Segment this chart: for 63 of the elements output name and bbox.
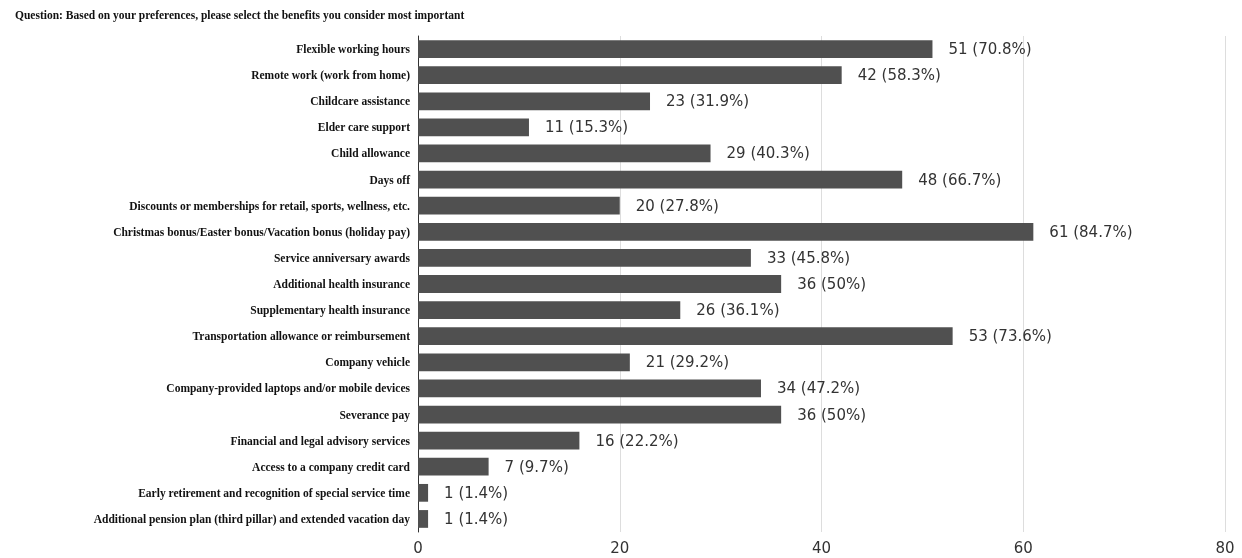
bar <box>418 222 1034 241</box>
data-label: 36 (50%) <box>797 275 867 293</box>
data-label: 34 (47.2%) <box>776 379 861 398</box>
bar <box>418 405 782 424</box>
data-label: 1 (1.4%) <box>444 509 509 528</box>
x-tick-label: 60 <box>1013 538 1033 557</box>
bar <box>418 92 651 111</box>
x-tick-label: 80 <box>1215 538 1235 557</box>
data-label: 33 (45.8%) <box>766 248 851 267</box>
y-tick-label: Additional health insurance <box>273 278 410 290</box>
data-label: 48 (66.7%) <box>918 170 1002 189</box>
y-tick-label: Supplementary health insurance <box>250 304 410 318</box>
bar <box>418 170 903 189</box>
data-label: 16 (22.2%) <box>595 431 679 450</box>
x-tick-label: 20 <box>610 538 630 557</box>
bar <box>418 66 842 85</box>
bar <box>418 431 580 450</box>
y-tick-label: Discounts or memberships for retail, sports, wellness, etc. <box>129 199 411 213</box>
data-label: 7 (9.7%) <box>504 457 569 476</box>
y-tick-label: Access to a company credit card <box>252 460 411 474</box>
y-tick-label: Company-provided laptops and/or mobile devices <box>166 382 411 396</box>
y-tick-label: Flexible working hours <box>296 43 411 57</box>
bar <box>418 353 630 372</box>
data-label: 1 (1.4%) <box>444 483 509 502</box>
x-tick-label: 40 <box>811 538 832 557</box>
data-label: 23 (31.9%) <box>666 92 750 111</box>
data-label: 42 (58.3%) <box>857 66 941 85</box>
data-label: 26 (36.1%) <box>696 301 780 320</box>
data-label: 21 (29.2%) <box>645 353 730 372</box>
text: Question: Based on your preferences, please select the benefits you consider most important <box>15 9 465 22</box>
y-tick-label: Early retirement and recognition of special service time <box>138 486 410 500</box>
data-label: 29 (40.3%) <box>726 144 810 163</box>
data-label: 36 (50%) <box>797 405 867 424</box>
data-label: 51 (70.8%) <box>948 40 1032 59</box>
bar <box>418 275 782 293</box>
bar <box>418 249 751 267</box>
y-tick-label: Transportation allowance or reimbursement <box>192 330 411 344</box>
bar <box>418 327 953 346</box>
bar <box>418 196 620 215</box>
y-tick-label: Severance pay <box>339 408 411 422</box>
x-tick-label: 0 <box>413 538 423 557</box>
y-tick-label: Additional pension plan (third pillar) and extended vacation day <box>93 512 411 526</box>
bar <box>418 144 711 163</box>
y-tick-label: Days off <box>369 173 411 187</box>
y-tick-label: Financial and legal advisory services <box>230 434 411 448</box>
y-tick-label: Elder care support <box>317 121 411 135</box>
data-label: 53 (73.6%) <box>968 327 1052 346</box>
bar <box>418 40 933 58</box>
bar <box>418 483 429 502</box>
y-tick-label: Remote work (work from home) <box>251 69 411 83</box>
y-tick-label: Child allowance <box>331 147 410 160</box>
y-tick-label: Company vehicle <box>325 356 410 370</box>
bar <box>418 457 489 476</box>
bar <box>418 510 429 528</box>
y-tick-label: Service anniversary awards <box>273 251 411 265</box>
data-label: 20 (27.8%) <box>635 196 719 215</box>
bar <box>418 301 681 319</box>
data-label: 11 (15.3%) <box>544 118 629 137</box>
bar <box>418 379 761 398</box>
y-tick-label: Christmas bonus/Easter bonus/Vacation bonus (holiday pay) <box>113 225 411 239</box>
data-label: 61 (84.7%) <box>1049 222 1133 241</box>
bar <box>418 118 529 137</box>
y-tick-label: Childcare assistance <box>310 95 410 108</box>
